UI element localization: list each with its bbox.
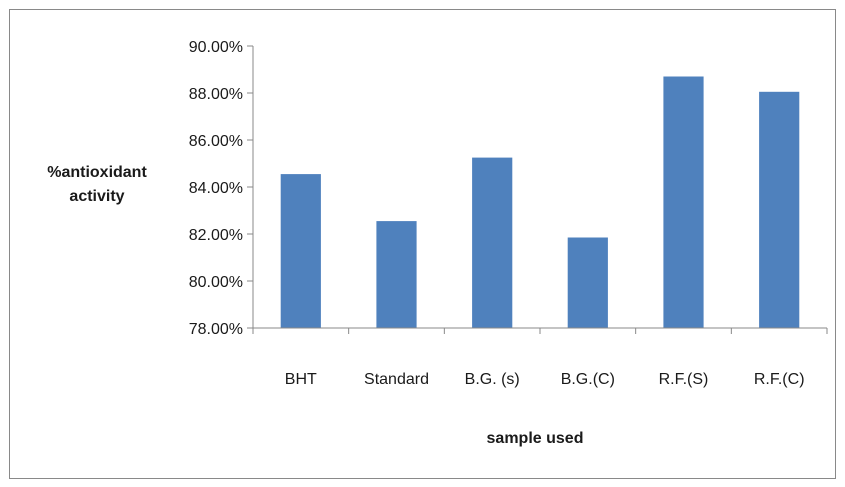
y-axis-title-line-2: activity	[69, 188, 124, 205]
bar-5	[759, 91, 800, 328]
y-axis-title-line-1: %antioxidant	[47, 164, 147, 181]
y-axis-title: %antioxidant activity	[47, 164, 147, 205]
y-tick-label-1: 80.00%	[189, 274, 243, 291]
y-tick-label-5: 88.00%	[189, 86, 243, 103]
bar-4	[663, 76, 704, 328]
x-axis-title: sample used	[487, 430, 584, 447]
y-tick-label-0: 78.00%	[189, 321, 243, 338]
y-tick-label-4: 86.00%	[189, 133, 243, 150]
bar-0	[280, 174, 321, 328]
bar-2	[472, 157, 513, 328]
y-tick-label-3: 84.00%	[189, 180, 243, 197]
y-tick-label-2: 82.00%	[189, 227, 243, 244]
y-tick-label-6: 90.00%	[189, 39, 243, 56]
x-tick-label-1: Standard	[364, 371, 429, 388]
bar-3	[567, 237, 608, 328]
bar-1	[376, 221, 417, 328]
x-tick-label-4: R.F.(S)	[659, 371, 709, 388]
plot-area: 78.00% 80.00% 82.00% 84.00% 86.00% 88.00% 90.0…	[189, 39, 828, 388]
x-tick-label-5: R.F.(C)	[754, 371, 805, 388]
x-tick-label-2: B.G. (s)	[465, 371, 520, 388]
x-tick-label-0: BHT	[285, 371, 317, 388]
x-tick-label-3: B.G.(C)	[561, 371, 615, 388]
